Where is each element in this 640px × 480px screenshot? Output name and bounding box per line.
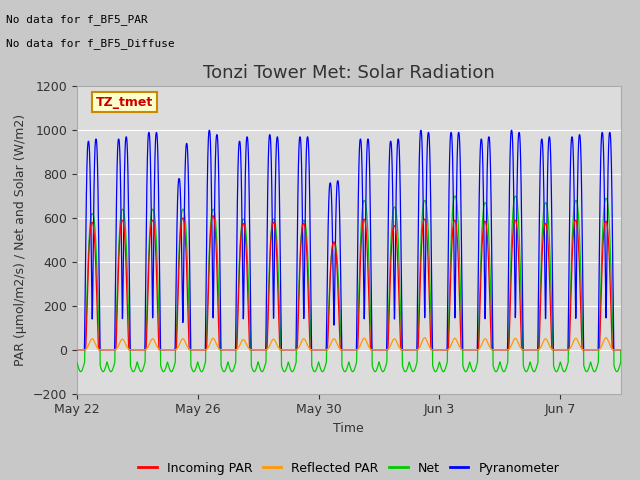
- Text: No data for f_BF5_PAR: No data for f_BF5_PAR: [6, 14, 148, 25]
- Text: No data for f_BF5_Diffuse: No data for f_BF5_Diffuse: [6, 38, 175, 49]
- Text: TZ_tmet: TZ_tmet: [96, 96, 153, 108]
- X-axis label: Time: Time: [333, 422, 364, 435]
- Title: Tonzi Tower Met: Solar Radiation: Tonzi Tower Met: Solar Radiation: [203, 64, 495, 82]
- Legend: Incoming PAR, Reflected PAR, Net, Pyranometer: Incoming PAR, Reflected PAR, Net, Pyrano…: [133, 456, 564, 480]
- Y-axis label: PAR (μmol/m2/s) / Net and Solar (W/m2): PAR (μmol/m2/s) / Net and Solar (W/m2): [14, 114, 27, 366]
